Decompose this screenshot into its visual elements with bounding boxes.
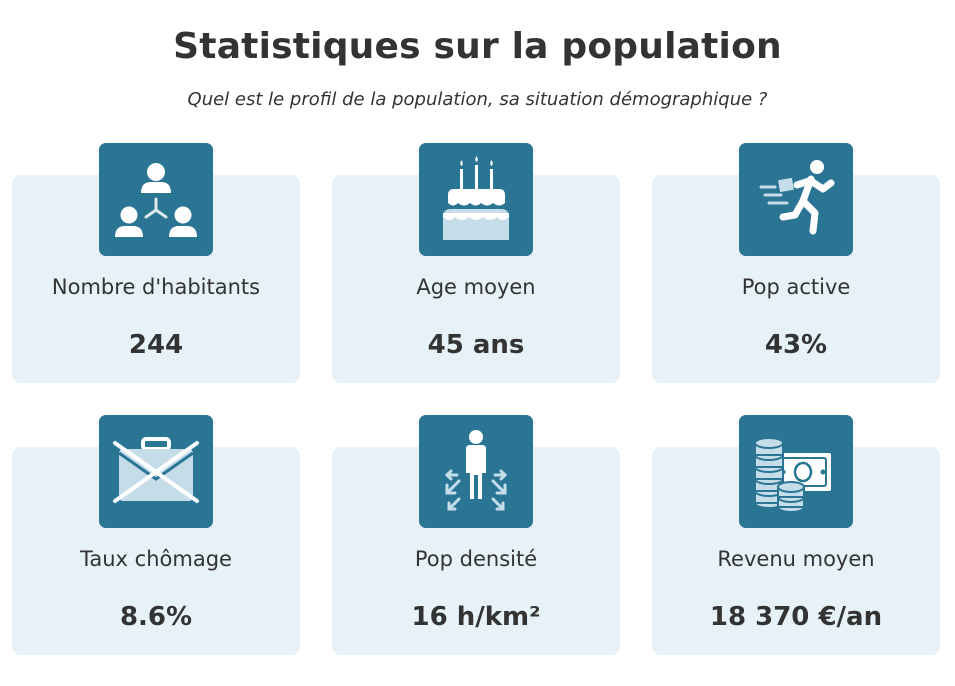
- stat-label: Age moyen: [416, 275, 536, 299]
- stat-value: 43%: [764, 330, 828, 360]
- page-title: Statistiques sur la population: [173, 26, 782, 67]
- stat-label: Pop densité: [414, 547, 538, 571]
- person-arrows-icon: [419, 415, 533, 528]
- stat-value: 45 ans: [427, 330, 525, 360]
- people-network-icon: [99, 143, 213, 256]
- stat-label: Taux chômage: [80, 547, 232, 571]
- stat-value: 8.6%: [119, 602, 193, 632]
- stat-label: Nombre d'habitants: [51, 275, 261, 299]
- stat-value: 16 h/km²: [411, 602, 541, 632]
- stat-label: Pop active: [741, 275, 851, 299]
- running-worker-icon: [739, 143, 853, 256]
- money-coins-icon: [739, 415, 853, 528]
- stat-value: 18 370 €/an: [709, 602, 883, 632]
- crossed-briefcase-icon: [99, 415, 213, 528]
- stat-value: 244: [128, 330, 184, 360]
- stat-label: Revenu moyen: [717, 547, 875, 571]
- birthday-cake-icon: [419, 143, 533, 256]
- page-subtitle: Quel est le profil de la population, sa …: [187, 89, 768, 110]
